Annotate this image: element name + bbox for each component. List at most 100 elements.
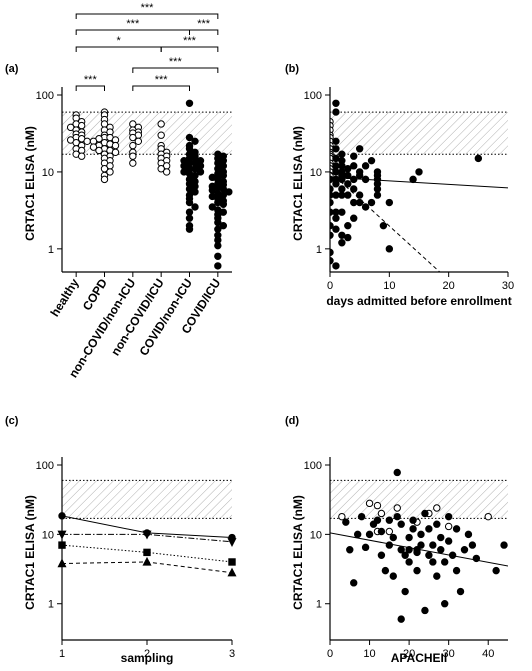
significance-label: ***: [141, 2, 155, 14]
marker: [433, 572, 441, 580]
marker: [365, 530, 374, 539]
reference-band: [62, 112, 232, 155]
marker: [385, 527, 394, 536]
marker: [405, 558, 413, 566]
marker: [344, 233, 352, 242]
marker: [464, 530, 473, 539]
marker: [344, 171, 352, 180]
marker: [379, 221, 388, 230]
marker: [365, 499, 374, 508]
marker: [228, 558, 236, 566]
marker: [401, 587, 409, 596]
marker: [405, 533, 413, 542]
significance-label: *: [117, 35, 122, 47]
y-tick-label: 10: [42, 167, 54, 179]
marker: [421, 606, 429, 615]
marker: [373, 191, 382, 199]
trend-line: [330, 176, 508, 189]
marker: [393, 468, 401, 477]
marker: [332, 180, 340, 188]
y-tick-label: 10: [310, 529, 322, 541]
marker: [385, 541, 394, 549]
plot-area: [330, 99, 508, 272]
marker: [484, 512, 492, 521]
plot-area: [62, 111, 232, 155]
marker: [361, 162, 370, 170]
marker: [393, 512, 401, 521]
x-tick-label: 10: [363, 648, 375, 660]
panel-label: (c): [5, 415, 19, 427]
y-axis-label: CRTAC1 ELISA (nM): [291, 495, 305, 610]
marker: [191, 137, 199, 146]
x-axis-label: APACHEII: [391, 651, 447, 665]
marker: [433, 520, 441, 528]
marker: [355, 198, 364, 207]
marker: [444, 537, 453, 545]
y-axis-label: CRTAC1 ELISA (nM): [291, 126, 305, 241]
significance-bracket: [160, 46, 219, 52]
marker: [385, 516, 394, 524]
marker: [433, 504, 441, 512]
marker: [57, 558, 67, 568]
marker: [367, 156, 376, 165]
x-tick-label: 0: [327, 280, 333, 292]
marker: [353, 530, 362, 539]
reference-band: [330, 480, 508, 519]
marker: [381, 566, 390, 575]
marker: [89, 143, 98, 151]
significance-bracket: [75, 46, 162, 52]
x-tick-label: 40: [482, 648, 494, 660]
marker: [344, 180, 352, 188]
marker: [157, 131, 165, 139]
marker: [500, 541, 508, 549]
marker: [409, 175, 417, 184]
marker: [330, 198, 334, 207]
marker: [377, 509, 386, 518]
marker: [441, 558, 449, 566]
marker: [83, 137, 91, 146]
marker: [214, 241, 222, 250]
marker: [185, 198, 194, 207]
marker: [425, 551, 433, 559]
marker: [417, 530, 425, 539]
y-tick-label: 1: [316, 244, 322, 256]
marker: [332, 137, 340, 146]
y-tick-label: 10: [310, 167, 322, 179]
marker: [346, 546, 354, 554]
marker: [357, 512, 366, 521]
marker: [330, 231, 334, 239]
significance-label: ***: [169, 56, 183, 68]
marker: [401, 551, 409, 559]
marker: [227, 567, 237, 577]
marker: [129, 141, 137, 150]
marker: [191, 188, 199, 196]
y-tick-label: 10: [42, 529, 54, 541]
marker: [437, 546, 445, 554]
significance-label: ***: [84, 74, 98, 86]
y-axis-label: CRTAC1 ELISA (nM): [23, 126, 37, 241]
marker: [106, 168, 114, 176]
y-tick-label: 1: [48, 599, 54, 611]
marker: [373, 501, 382, 510]
marker: [350, 579, 358, 587]
marker: [474, 154, 483, 163]
marker: [338, 239, 346, 247]
marker: [330, 257, 334, 265]
marker: [344, 165, 352, 173]
marker: [344, 191, 352, 199]
marker: [338, 150, 346, 158]
marker: [129, 159, 137, 167]
marker: [409, 525, 417, 533]
marker: [185, 133, 194, 142]
x-tick-label: 10: [383, 280, 395, 292]
marker: [157, 165, 165, 173]
marker: [355, 171, 364, 180]
x-tick-label: 20: [403, 648, 415, 660]
plot-area: [62, 479, 232, 574]
significance-bracket: [75, 29, 190, 35]
marker: [338, 175, 346, 184]
marker: [355, 191, 364, 199]
significance-bracket: [132, 85, 190, 91]
marker: [58, 512, 66, 520]
